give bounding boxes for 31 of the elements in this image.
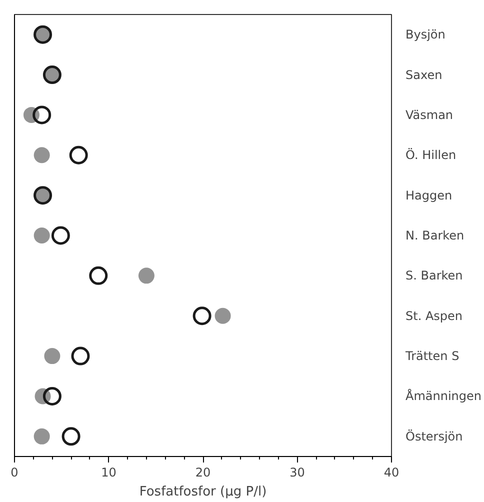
point: [51, 226, 70, 245]
y-tick-label: Väsman: [406, 108, 454, 122]
point: [34, 147, 50, 164]
point: [89, 266, 108, 285]
point: [214, 308, 231, 324]
point: [32, 106, 52, 124]
y-tick-label: Haggen: [406, 188, 452, 202]
x-axis-title: Fosfatfosfor (µg P/l): [139, 484, 267, 500]
y-tick-label: N. Barken: [406, 228, 464, 242]
point: [42, 386, 62, 406]
y-tick-label: Ö. Hillen: [406, 148, 456, 162]
point: [34, 228, 50, 244]
y-tick-label: Saxen: [406, 68, 442, 82]
x-tick-label: 20: [195, 466, 211, 480]
y-tick-label: Östersjön: [406, 429, 463, 444]
x-tick-label: 40: [384, 466, 400, 480]
point: [44, 348, 60, 364]
point: [138, 268, 154, 284]
point: [34, 428, 50, 444]
x-tick-label: 30: [290, 466, 305, 480]
x-tick-label: 0: [10, 466, 18, 480]
y-tick-label: St. Aspen: [406, 308, 463, 323]
y-tick-label: Trätten S: [404, 349, 460, 364]
point: [71, 346, 90, 366]
point: [192, 306, 212, 326]
y-tick-label: Bysjön: [406, 28, 446, 42]
point: [62, 427, 80, 446]
y-tick-label: Åmänningen: [406, 388, 482, 404]
y-tick-label: S. Barken: [406, 268, 463, 283]
point: [69, 146, 88, 164]
x-tick-label: 10: [101, 466, 116, 480]
